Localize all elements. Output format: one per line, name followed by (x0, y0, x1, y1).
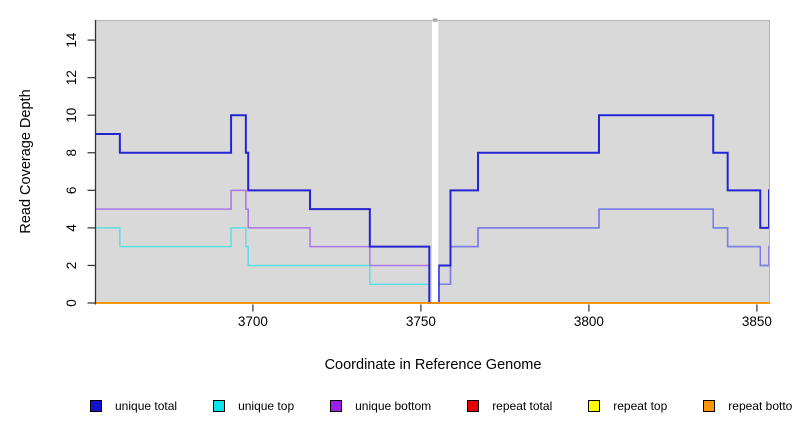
legend-swatch-icon (467, 400, 480, 412)
x-tick-label: 3850 (742, 314, 772, 329)
legend-swatch-icon (588, 400, 601, 412)
plot-border (96, 20, 770, 303)
legend: unique total unique top unique bottom repea… (90, 399, 792, 413)
x-axis-title: Coordinate in Reference Genome (325, 357, 542, 373)
legend-swatch-icon (90, 400, 102, 412)
legend-item-unique-top: unique top (213, 399, 294, 413)
legend-swatch-icon (703, 400, 716, 412)
y-tick-label: 14 (64, 32, 79, 48)
legend-item-unique-bottom: unique bottom (330, 399, 431, 413)
legend-label: repeat total (492, 399, 553, 413)
legend-item-repeat-top: repeat top (588, 399, 667, 413)
y-tick-label: 6 (64, 187, 79, 195)
legend-item-repeat-bottom: repeat bottom (703, 399, 792, 413)
x-tick-label: 3700 (238, 314, 268, 329)
legend-label: unique bottom (355, 399, 432, 413)
x-tick-label: 3750 (406, 314, 436, 329)
legend-item-repeat-total: repeat total (467, 399, 552, 413)
y-tick-label: 8 (64, 149, 79, 157)
y-tick-label: 4 (64, 224, 79, 232)
legend-swatch-icon (330, 400, 343, 412)
y-tick-label: 10 (64, 108, 79, 123)
legend-label: repeat top (613, 399, 668, 413)
y-tick-label: 12 (64, 70, 79, 85)
legend-label: unique total (115, 399, 178, 413)
x-tick-label: 3800 (574, 314, 604, 329)
legend-label: repeat bottom (728, 399, 792, 413)
y-axis-title: Read Coverage Depth (18, 89, 34, 233)
legend-item-unique-total: unique total (90, 399, 177, 413)
series-unique-total (96, 114, 770, 304)
legend-label: unique top (238, 399, 295, 413)
y-tick-label: 0 (64, 299, 79, 307)
gap-band (431, 20, 439, 303)
legend-swatch-icon (213, 400, 226, 412)
y-tick-label: 2 (64, 262, 79, 270)
